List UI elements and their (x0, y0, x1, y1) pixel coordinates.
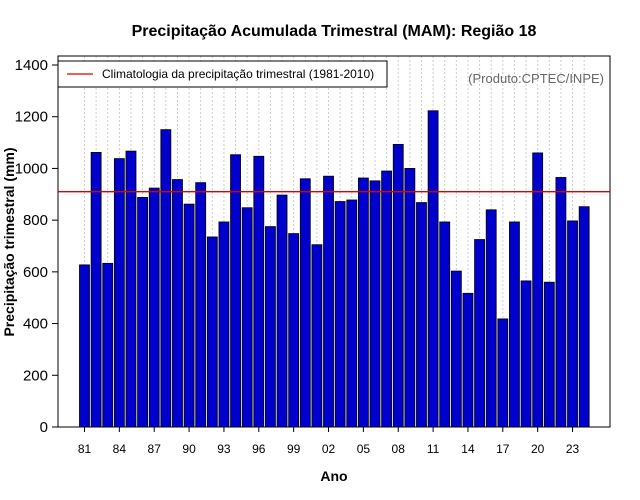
bar-1981 (79, 264, 90, 428)
bar-2006 (369, 180, 381, 428)
x-tick-label: 96 (252, 442, 266, 456)
bar-2013 (450, 270, 462, 428)
bar-2017 (497, 318, 509, 428)
bar-2009 (404, 168, 416, 428)
x-tick-label: 99 (287, 442, 301, 456)
bar-2019 (520, 280, 532, 428)
bar-2004 (346, 199, 358, 428)
x-tick-label: 84 (113, 442, 127, 456)
x-tick-label: 17 (496, 442, 510, 456)
bar-2011 (427, 110, 439, 428)
chart-title: Precipitação Acumulada Trimestral (MAM):… (132, 23, 537, 40)
x-tick-label: 87 (148, 442, 162, 456)
bar-1984 (113, 158, 125, 428)
bar-2023 (567, 220, 578, 428)
bar-2024 (578, 206, 590, 428)
bar-2000 (299, 178, 311, 428)
bar-2012 (439, 221, 451, 428)
bar-1992 (206, 236, 218, 428)
y-tick-label: 1400 (15, 57, 48, 74)
bar-1997 (265, 226, 276, 428)
bar-2014 (462, 292, 474, 428)
legend: Climatologia da precipitação trimestral … (57, 60, 388, 88)
bar-2001 (311, 244, 323, 428)
bar-2005 (357, 177, 369, 428)
y-tick-label: 400 (23, 316, 48, 333)
bar-2015 (474, 239, 485, 428)
bar-1995 (241, 207, 253, 428)
bar-series (79, 110, 590, 428)
bar-1982 (90, 151, 102, 428)
bar-2008 (392, 143, 404, 428)
y-tick-label: 800 (23, 212, 48, 229)
y-axis: 0 200 400 600 800 1000 1200 1400 (15, 57, 58, 436)
bar-2003 (334, 201, 346, 428)
x-tick-label: 11 (427, 442, 440, 456)
y-tick-label: 1200 (15, 109, 48, 126)
bar-2007 (381, 170, 393, 428)
x-tick-label: 08 (392, 442, 406, 456)
x-axis: 81 84 87 90 93 96 99 02 05 08 11 14 17 20 23 (78, 427, 580, 456)
bar-1989 (172, 179, 183, 428)
bar-2020 (532, 152, 544, 428)
bar-1990 (183, 203, 195, 428)
bar-2016 (485, 209, 497, 428)
bar-2018 (509, 221, 520, 428)
x-axis-title: Ano (320, 468, 347, 484)
legend-label: Climatologia da precipitação trimestral … (102, 67, 374, 81)
bar-1988 (160, 129, 172, 428)
y-tick-label: 600 (23, 264, 48, 281)
x-tick-label: 23 (566, 442, 580, 456)
bar-1996 (253, 155, 265, 428)
y-tick-label: 200 (23, 367, 48, 384)
bar-1991 (195, 182, 207, 428)
bar-1985 (125, 150, 137, 428)
y-axis-title: Precipitação trimestral (mm) (1, 147, 17, 336)
bar-1999 (288, 233, 300, 428)
bar-1986 (137, 196, 149, 428)
product-credit: (Produto:CPTEC/INPE) (468, 71, 604, 86)
bar-1994 (230, 154, 241, 428)
bar-1998 (276, 194, 288, 428)
legend-box (57, 60, 388, 88)
y-tick-label: 1000 (15, 160, 48, 177)
x-tick-label: 93 (217, 442, 231, 456)
bar-2021 (543, 281, 555, 428)
x-tick-label: 20 (531, 442, 545, 456)
x-tick-label: 81 (78, 442, 92, 456)
x-tick-label: 02 (322, 442, 336, 456)
x-tick-label: 90 (182, 442, 196, 456)
bar-1983 (102, 262, 114, 428)
plot-area-frame (57, 55, 611, 428)
bar-2022 (555, 177, 567, 428)
bar-2002 (323, 175, 334, 428)
x-tick-label: 05 (357, 442, 371, 456)
bar-1987 (148, 187, 160, 428)
bar-2010 (416, 202, 427, 428)
x-tick-label: 14 (461, 442, 475, 456)
y-tick-label: 0 (40, 419, 48, 436)
bar-1993 (218, 221, 230, 428)
